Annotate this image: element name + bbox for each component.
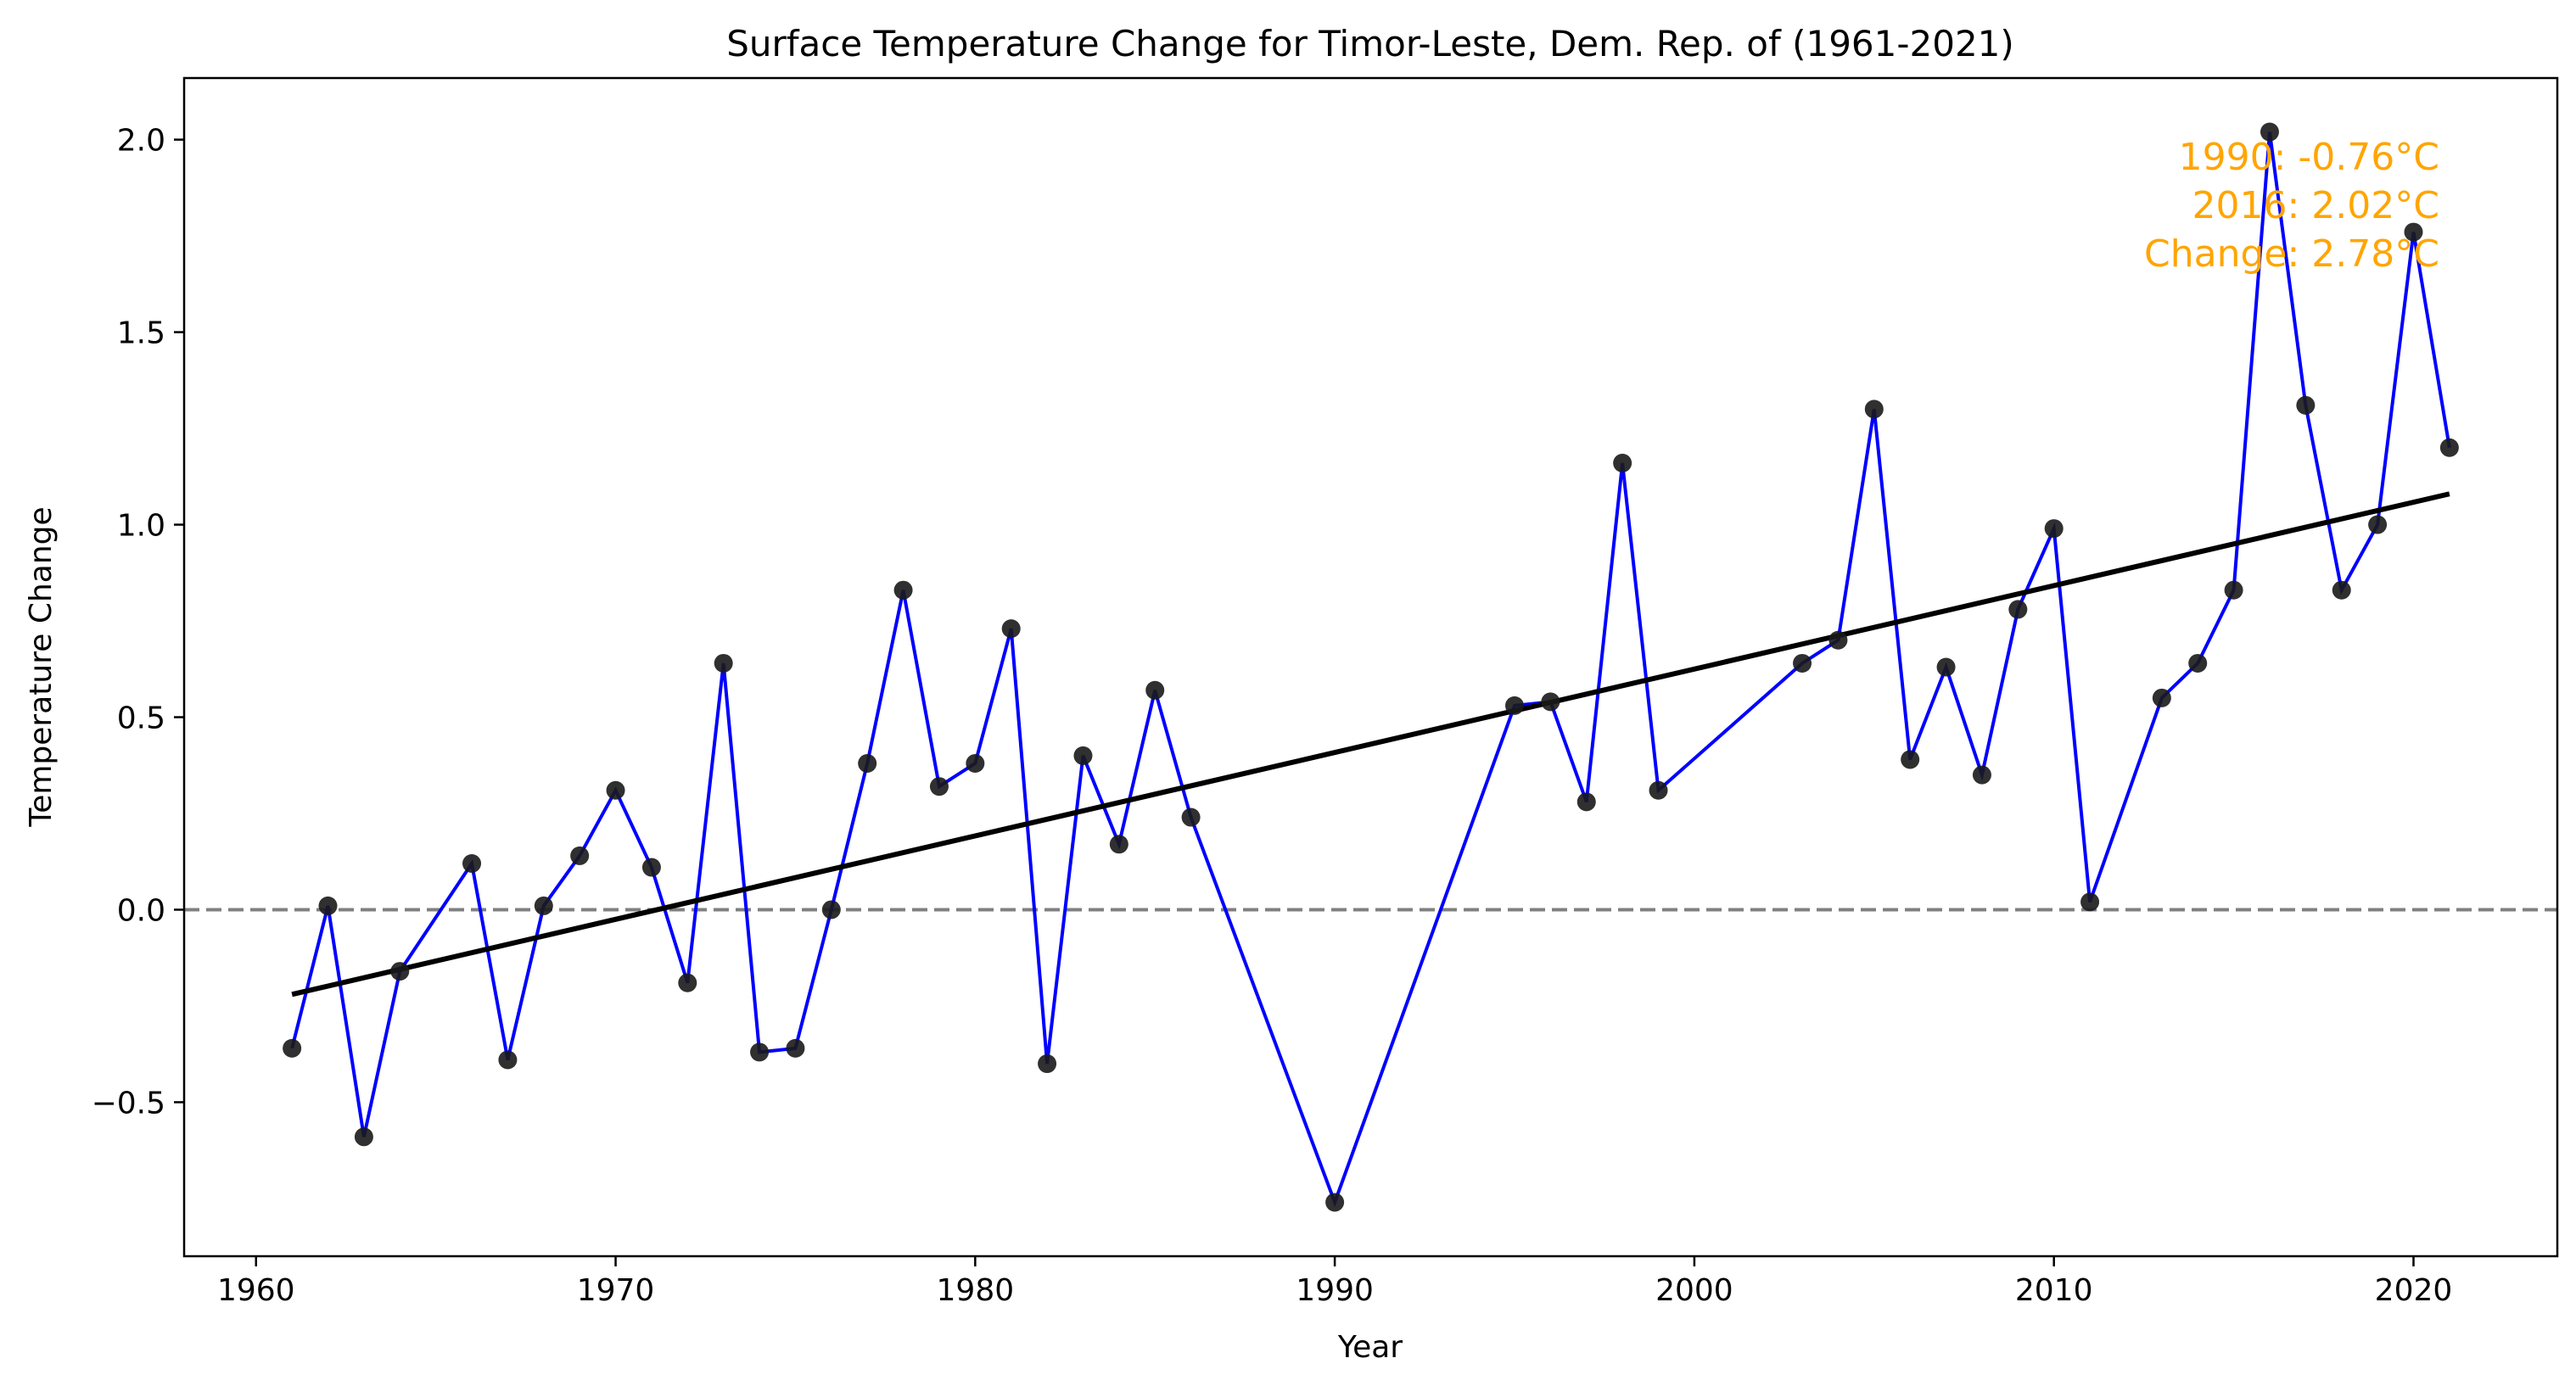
annotation-block: 1990: -0.76°C 2016: 2.02°C Change: 2.78°C — [2144, 136, 2439, 276]
data-point — [1038, 1054, 1057, 1074]
data-point — [966, 753, 985, 773]
x-tick-label: 2020 — [2375, 1273, 2453, 1308]
data-point — [1073, 746, 1093, 765]
data-point — [821, 900, 841, 919]
data-point — [283, 1038, 302, 1058]
x-tick-label: 1960 — [217, 1273, 295, 1308]
y-tick-label: −0.5 — [92, 1086, 165, 1121]
data-point — [786, 1038, 805, 1058]
data-point — [2404, 222, 2423, 242]
data-point — [2044, 519, 2064, 539]
annotation-line: Change: 2.78°C — [2144, 232, 2439, 276]
data-point — [2260, 122, 2279, 142]
data-point — [1613, 453, 1632, 472]
data-point — [1972, 765, 1991, 785]
annotation-line: 1990: -0.76°C — [2179, 136, 2439, 179]
data-point — [714, 653, 733, 673]
x-axis-label: Year — [1337, 1330, 1403, 1365]
data-point — [2224, 580, 2243, 600]
trend-line — [291, 491, 2450, 998]
data-point — [1325, 1193, 1345, 1212]
data-point — [570, 846, 590, 865]
data-point — [1936, 657, 1956, 677]
data-point — [678, 973, 697, 992]
y-tick-label: 2.0 — [117, 124, 165, 159]
data-point — [2332, 580, 2351, 600]
data-point — [1864, 400, 1884, 419]
data-point — [2008, 600, 2028, 619]
data-point — [1541, 692, 1560, 712]
data-point — [2368, 515, 2388, 534]
data-point — [1181, 808, 1201, 827]
data-point — [2188, 653, 2208, 673]
data-point — [1901, 750, 1920, 769]
data-point — [462, 854, 482, 873]
data-point — [2080, 892, 2100, 912]
x-tick-label: 1990 — [1296, 1273, 1374, 1308]
y-tick-label: 1.0 — [117, 509, 165, 544]
data-point — [929, 777, 949, 796]
data-point — [354, 1127, 373, 1147]
data-point — [2439, 438, 2459, 457]
data-point — [390, 962, 410, 981]
y-tick-label: 1.5 — [117, 316, 165, 351]
data-point — [498, 1050, 518, 1070]
data-point — [1505, 696, 1525, 715]
y-tick-label: 0.5 — [117, 701, 165, 736]
y-tick-label: 0.0 — [117, 893, 165, 928]
y-axis: −0.5 0.0 0.5 1.0 1.5 2.0 — [92, 124, 184, 1121]
data-point — [606, 780, 625, 800]
data-point — [858, 753, 877, 773]
data-point — [1145, 680, 1165, 700]
data-point — [1828, 630, 1848, 650]
x-tick-label: 2010 — [2015, 1273, 2093, 1308]
data-point — [2296, 395, 2316, 415]
data-point — [1001, 619, 1021, 639]
plot-frame — [182, 76, 2559, 1258]
data-point — [641, 858, 661, 877]
data-point — [750, 1042, 770, 1062]
data-point — [318, 896, 338, 915]
y-axis-label: Temperature Change — [24, 506, 59, 827]
x-tick-label: 2000 — [1655, 1273, 1733, 1308]
x-axis: 1960 1970 1980 1990 2000 2010 2020 — [217, 1256, 2452, 1308]
chart-title: Surface Temperature Change for Timor-Les… — [726, 23, 2014, 64]
x-tick-label: 1980 — [937, 1273, 1015, 1308]
data-point — [1576, 792, 1596, 812]
data-point — [1649, 780, 1668, 800]
data-point — [2152, 688, 2171, 707]
data-point — [1109, 835, 1128, 854]
data-point — [1793, 653, 1812, 673]
data-point — [893, 580, 913, 600]
x-tick-label: 1970 — [577, 1273, 655, 1308]
plot-area — [184, 122, 2557, 1212]
data-point — [534, 896, 553, 915]
annotation-line: 2016: 2.02°C — [2192, 184, 2439, 227]
